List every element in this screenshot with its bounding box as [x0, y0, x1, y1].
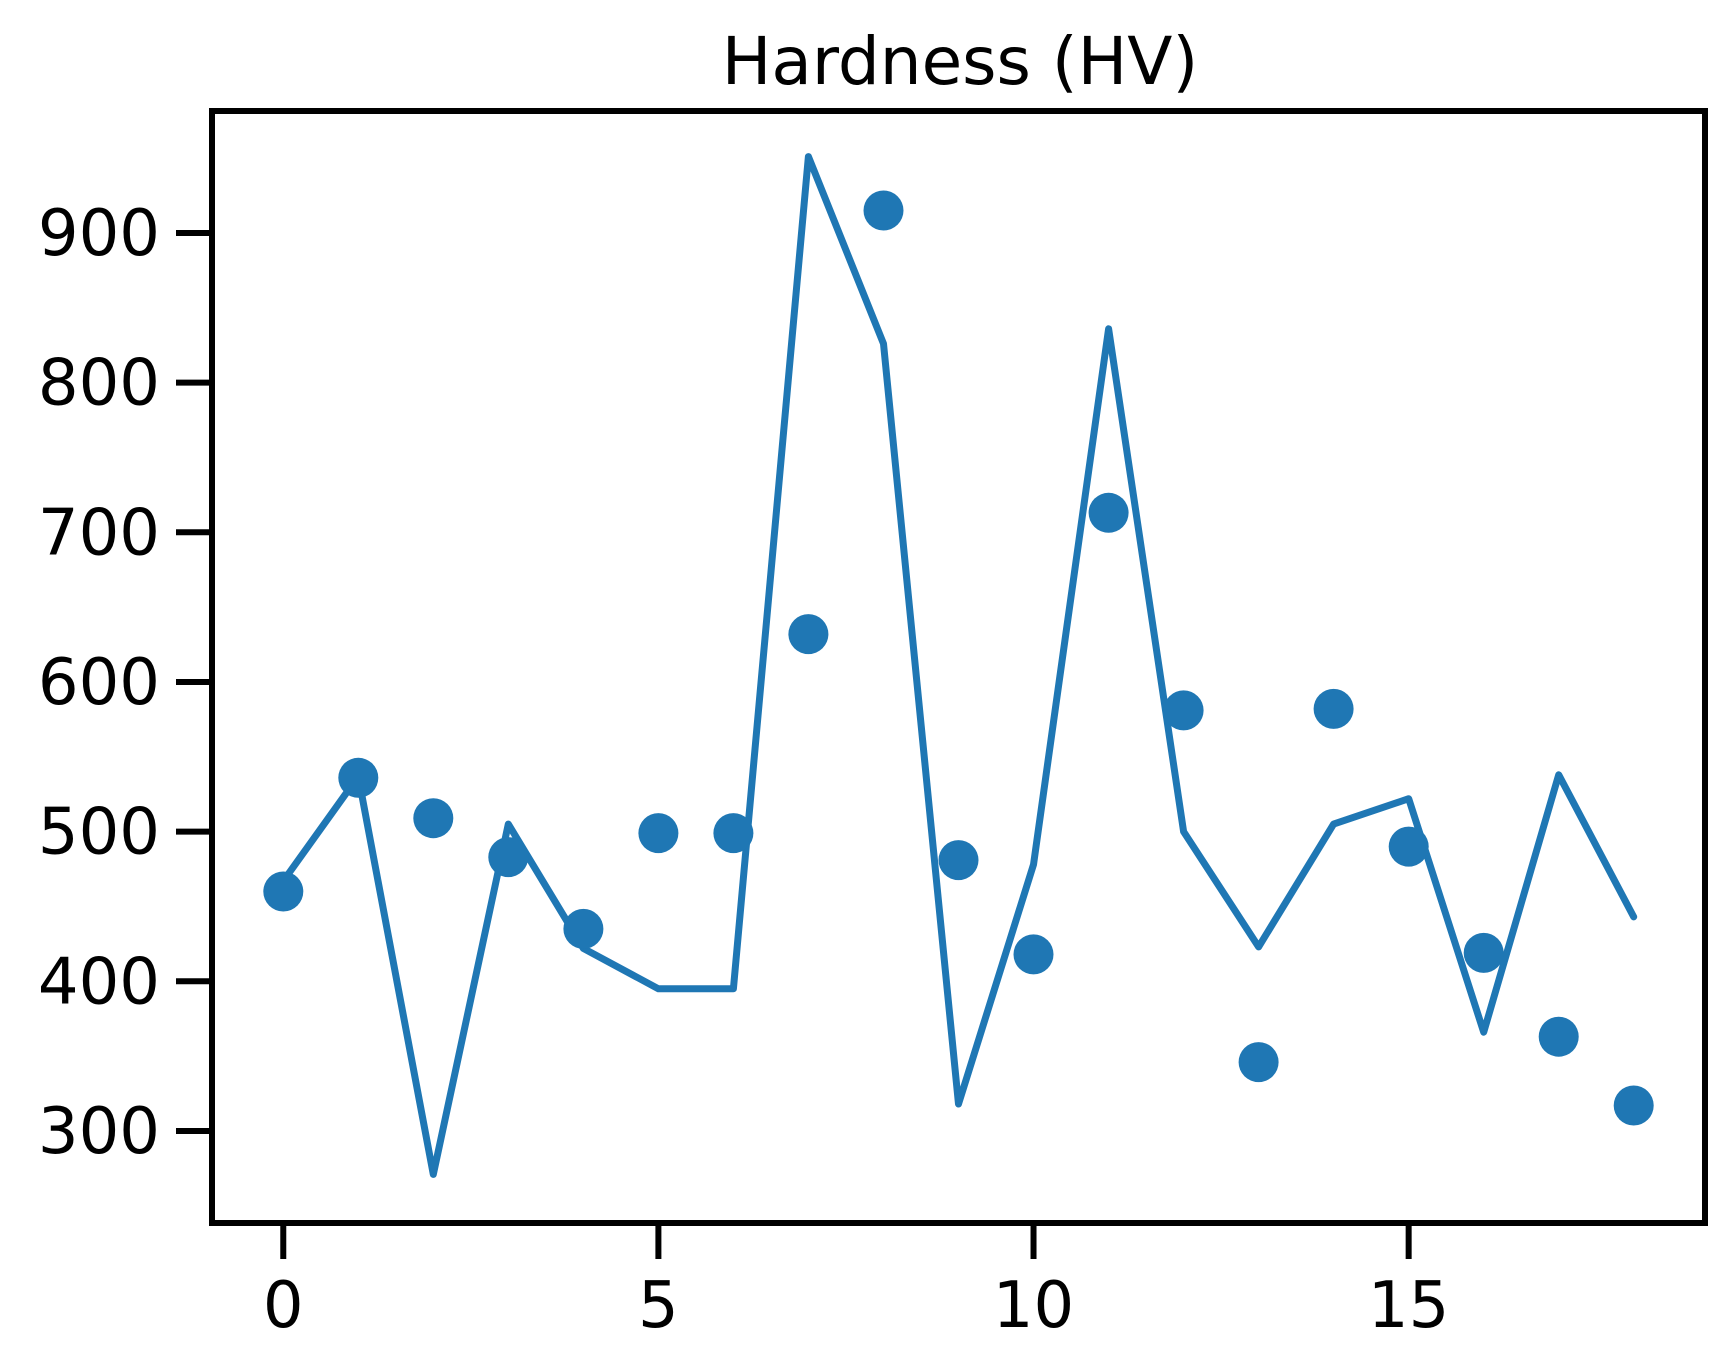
y-tick-label: 800: [38, 347, 160, 421]
scatter-point: [938, 840, 979, 881]
scatter-point: [488, 837, 529, 878]
scatter-point: [1463, 932, 1504, 973]
y-tick-label: 600: [38, 646, 160, 720]
scatter-point: [1088, 492, 1129, 533]
scatter-point: [338, 757, 379, 798]
series-line: [279, 153, 1638, 1178]
scatter-point: [788, 614, 829, 655]
y-tick-label: 700: [38, 496, 160, 570]
y-tick-label: 400: [38, 945, 160, 1019]
scatter-point: [1013, 934, 1054, 975]
x-tick-label: 0: [263, 1269, 304, 1343]
scatter-point: [1388, 826, 1429, 867]
scatter-point: [263, 871, 304, 912]
x-tick-label: 15: [1368, 1269, 1449, 1343]
scatter-point: [1238, 1042, 1279, 1083]
x-tick-label: 10: [993, 1269, 1074, 1343]
scatter-point: [1313, 688, 1354, 729]
scatter-point: [638, 813, 679, 854]
x-tick-label: 5: [638, 1269, 679, 1343]
y-tick-label: 900: [38, 197, 160, 271]
chart-title: Hardness (HV): [722, 23, 1198, 100]
scatter-point: [863, 190, 904, 231]
plot-marks: [263, 153, 1654, 1178]
axis-ticks: 0 5 10 15 300 400 500 600 700 800 900: [38, 197, 1450, 1343]
y-tick-label: 500: [38, 796, 160, 870]
scatter-point: [1163, 690, 1204, 731]
scatter-point: [713, 813, 754, 854]
y-tick-label: 300: [38, 1095, 160, 1169]
plot-frame: [209, 108, 1708, 1226]
scatter-point: [563, 908, 604, 949]
scatter-point: [1613, 1085, 1654, 1126]
scatter-point: [413, 798, 454, 839]
scatter-point: [1538, 1016, 1579, 1057]
